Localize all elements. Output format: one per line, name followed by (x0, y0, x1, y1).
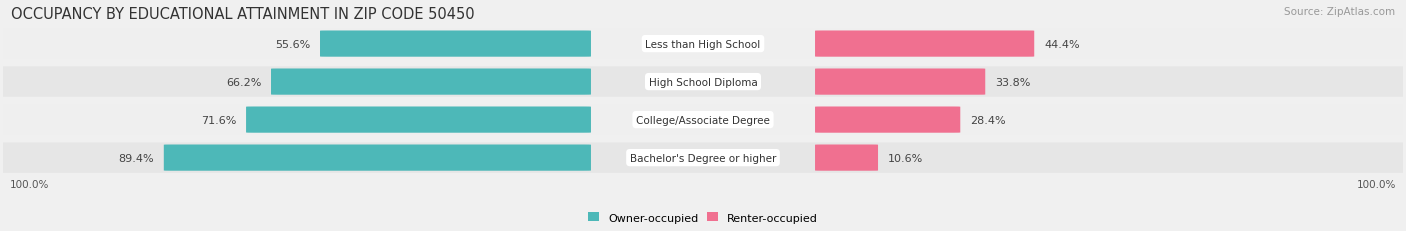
FancyBboxPatch shape (246, 107, 591, 133)
Text: OCCUPANCY BY EDUCATIONAL ATTAINMENT IN ZIP CODE 50450: OCCUPANCY BY EDUCATIONAL ATTAINMENT IN Z… (11, 7, 475, 22)
Text: 71.6%: 71.6% (201, 115, 236, 125)
Text: College/Associate Degree: College/Associate Degree (636, 115, 770, 125)
Text: 10.6%: 10.6% (887, 153, 924, 163)
Text: Source: ZipAtlas.com: Source: ZipAtlas.com (1284, 7, 1395, 17)
FancyBboxPatch shape (815, 107, 960, 133)
FancyBboxPatch shape (3, 29, 1403, 60)
Text: 44.4%: 44.4% (1045, 40, 1080, 49)
Text: High School Diploma: High School Diploma (648, 77, 758, 87)
Text: 89.4%: 89.4% (118, 153, 155, 163)
FancyBboxPatch shape (165, 145, 591, 171)
FancyBboxPatch shape (3, 67, 1403, 97)
Text: 33.8%: 33.8% (995, 77, 1031, 87)
Text: Less than High School: Less than High School (645, 40, 761, 49)
FancyBboxPatch shape (815, 69, 986, 95)
FancyBboxPatch shape (321, 31, 591, 58)
Legend: Owner-occupied, Renter-occupied: Owner-occupied, Renter-occupied (583, 208, 823, 227)
Text: 100.0%: 100.0% (10, 179, 49, 189)
Text: 28.4%: 28.4% (970, 115, 1005, 125)
FancyBboxPatch shape (3, 143, 1403, 173)
FancyBboxPatch shape (271, 69, 591, 95)
Text: Bachelor's Degree or higher: Bachelor's Degree or higher (630, 153, 776, 163)
Text: 66.2%: 66.2% (226, 77, 262, 87)
FancyBboxPatch shape (3, 105, 1403, 135)
Text: 55.6%: 55.6% (276, 40, 311, 49)
FancyBboxPatch shape (815, 31, 1035, 58)
Text: 100.0%: 100.0% (1357, 179, 1396, 189)
FancyBboxPatch shape (815, 145, 877, 171)
